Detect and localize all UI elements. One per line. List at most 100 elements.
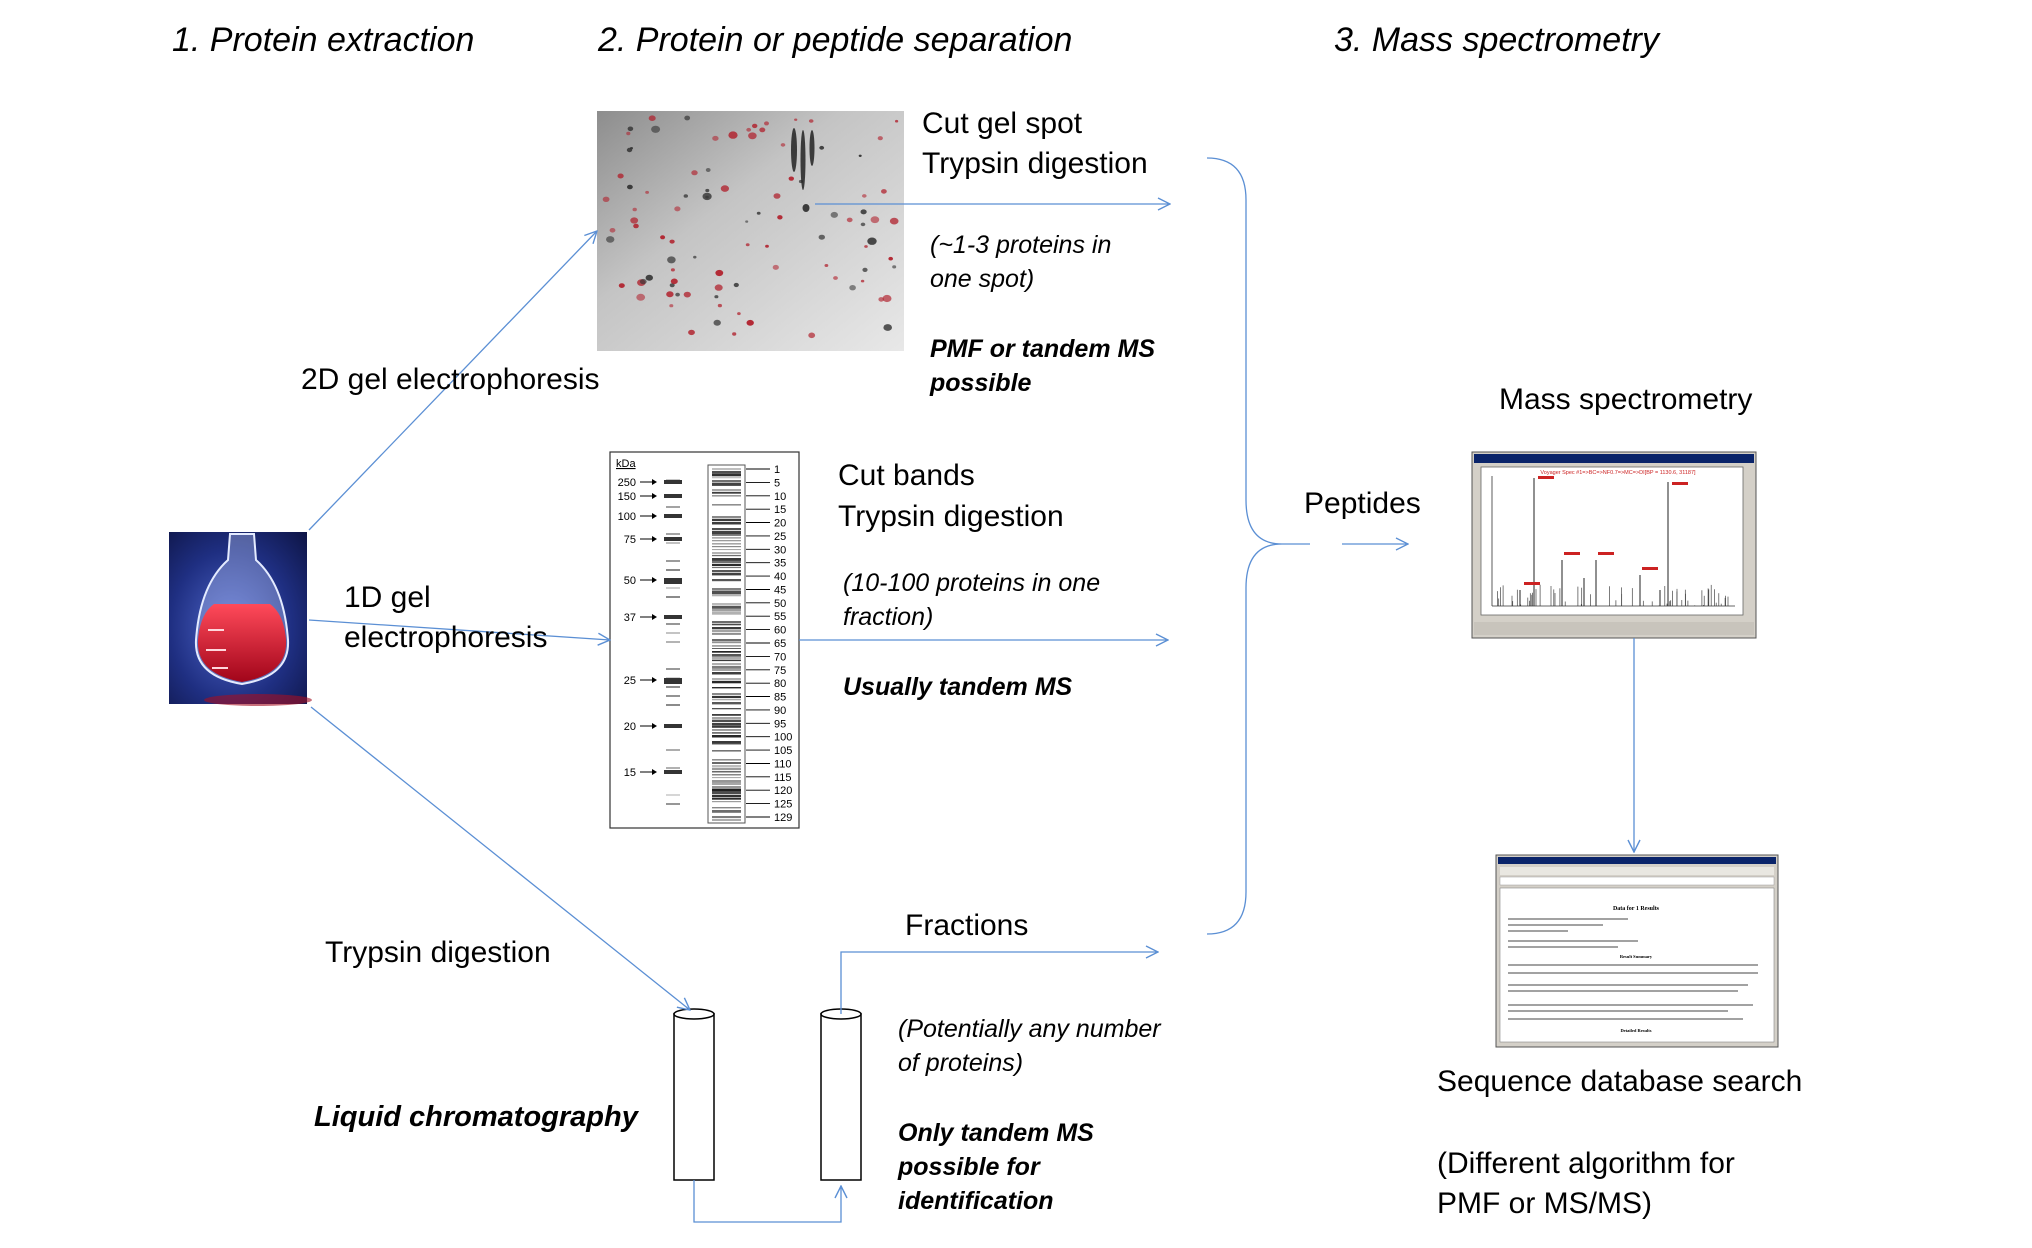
gel-band <box>712 816 741 819</box>
gel-spot <box>626 131 631 136</box>
ladder-band <box>664 480 682 484</box>
db-text-line <box>1508 964 1758 966</box>
gel-spot <box>715 269 724 277</box>
gel-band <box>712 528 741 531</box>
lane-tick-label: 75 <box>774 665 786 677</box>
gel-band <box>712 564 741 567</box>
ladder-band <box>664 494 682 498</box>
db-results-footer: Detailed Results <box>1620 1028 1651 1033</box>
gel-spot <box>720 185 730 192</box>
gel-spot <box>773 193 781 199</box>
gel-spot <box>748 132 757 140</box>
gel-spot <box>630 147 633 150</box>
gel-band <box>712 702 741 705</box>
db-search-label: Sequence database search <box>1437 1065 1803 1098</box>
gel-spot <box>688 329 695 336</box>
gel-band <box>712 495 741 497</box>
gel-spot <box>737 312 741 316</box>
gel-band <box>712 654 741 657</box>
gel-spot <box>636 293 646 301</box>
step-2-heading: 2. Protein or peptide separation <box>598 21 1073 59</box>
lane-tick-label: 25 <box>774 531 786 543</box>
gel-band <box>712 789 741 792</box>
step-1-heading: 1. Protein extraction <box>172 21 475 59</box>
gel-spot <box>666 291 674 298</box>
gel-spot <box>746 319 754 326</box>
gel-band <box>712 468 741 471</box>
gel-band <box>712 744 741 745</box>
gel-spot <box>889 217 899 225</box>
gel-band <box>712 537 741 539</box>
gel-spot <box>895 119 899 123</box>
gel-spot <box>606 236 615 243</box>
gel1d-note-line1: (10-100 proteins in one <box>843 569 1101 597</box>
gel-band <box>712 798 741 800</box>
mass-spectrum-window: Voyager Spec #1=>BC=>NF0.7=>MC=>DI[BP = … <box>1471 451 1757 639</box>
gel-band <box>712 660 741 662</box>
gel-spot <box>645 274 653 281</box>
gel-spot <box>752 123 758 129</box>
kda-marker-arrowhead <box>652 513 657 519</box>
ladder-faint <box>666 623 680 625</box>
gel-band <box>712 534 741 536</box>
gel-band <box>712 669 741 671</box>
db-text-line <box>1508 924 1603 926</box>
ladder-band <box>664 678 682 684</box>
gel-spot <box>864 245 868 248</box>
ladder-faint <box>666 632 680 634</box>
gel-spot <box>674 206 681 212</box>
gel-spot <box>830 211 838 218</box>
db-text-line <box>1508 918 1628 920</box>
gel-spot <box>877 136 883 141</box>
gel-band <box>712 579 741 582</box>
gel-spot <box>627 184 633 190</box>
gel-band <box>712 489 741 492</box>
ladder-faint <box>666 587 680 589</box>
lc-note-line2: of proteins) <box>898 1049 1024 1077</box>
lane-tick-label: 1 <box>774 464 780 476</box>
gel-spot <box>651 125 661 133</box>
kda-marker-arrowhead <box>652 493 657 499</box>
gel-band <box>712 696 741 699</box>
gel-spot <box>675 292 680 297</box>
gel-spot <box>683 291 691 298</box>
db-note-line2: PMF or MS/MS) <box>1437 1187 1652 1220</box>
gel-band <box>712 492 741 494</box>
gel-band <box>712 810 741 813</box>
gel-spot <box>714 295 719 299</box>
ladder-faint <box>666 668 680 670</box>
gel-band <box>712 558 741 561</box>
gel-band <box>712 606 741 609</box>
gel-band <box>712 546 741 548</box>
gel-band <box>712 726 741 728</box>
ladder-faint <box>666 695 680 697</box>
gel-band <box>712 516 741 519</box>
ladder-faint <box>666 803 680 805</box>
gel-spot <box>772 264 779 270</box>
gel-band <box>712 786 741 789</box>
gel-band <box>712 783 741 785</box>
arrow-to-1d-gel <box>308 619 610 640</box>
kda-marker: 75 <box>624 534 636 546</box>
gel-spot <box>862 267 868 272</box>
lane-tick-label: 60 <box>774 625 786 637</box>
gel-spot <box>669 283 675 288</box>
gel-spot <box>693 255 697 259</box>
gel-band <box>712 750 741 752</box>
gel-band <box>712 765 741 768</box>
gel-band <box>712 666 741 669</box>
gel-band <box>712 552 741 555</box>
gel-spot <box>881 189 887 194</box>
lc-column-left <box>673 1008 715 1181</box>
lane-tick-label: 10 <box>774 491 786 503</box>
gel-spot <box>794 118 798 121</box>
gel-band <box>712 504 741 506</box>
gel-spot <box>639 278 647 285</box>
gel-spot <box>858 154 862 157</box>
lane-tick-label: 5 <box>774 477 780 489</box>
ladder-faint <box>666 533 680 535</box>
lane-tick-label: 105 <box>774 745 792 757</box>
gel-spot <box>632 207 637 212</box>
